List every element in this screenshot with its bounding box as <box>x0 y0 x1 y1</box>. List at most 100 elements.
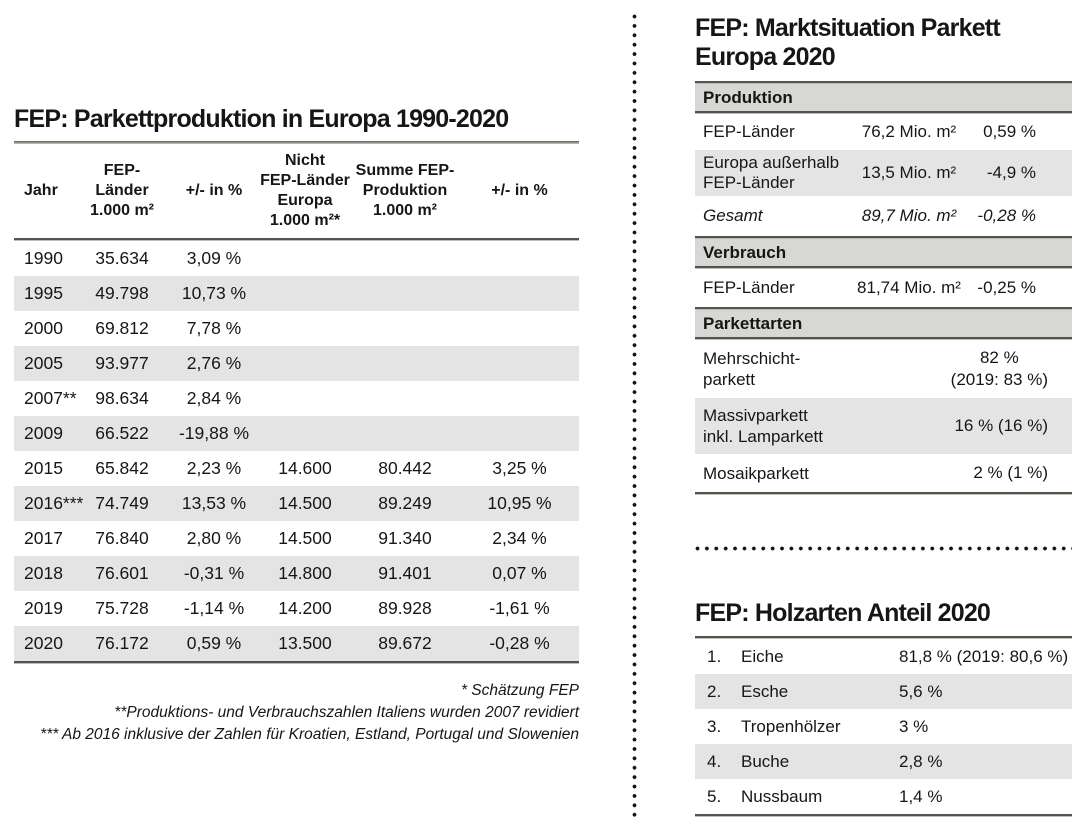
table-row-1995: 1995 49.798 10,73 % <box>14 276 579 311</box>
divider-rule <box>695 492 1072 495</box>
row-value: 13,5 Mio. m² <box>861 163 957 182</box>
cell-change1: 2,23 % <box>186 458 242 478</box>
cell-change2: -0,28 % <box>489 633 550 653</box>
table-row-2000: 2000 69.812 7,78 % <box>14 311 579 346</box>
row-rank: 1. <box>707 646 722 666</box>
row-label: Mosaikparkett <box>703 463 809 483</box>
wood-row-buche: 4. Buche 2,8 % <box>695 744 1072 779</box>
cell-year: 2009 <box>24 423 63 443</box>
row-share: 3 % <box>899 716 929 736</box>
column-header-fep-laender: FEP- Länder 1.000 m² <box>89 162 155 219</box>
row-value: 2 % (1 %) <box>973 463 1048 482</box>
cell-change2: 2,34 % <box>492 528 547 548</box>
cell-year: 2000 <box>24 318 63 338</box>
row-value: 89,7 Mio. m² <box>861 206 957 225</box>
row-label: FEP-Länder <box>703 278 795 297</box>
row-name: Esche <box>741 681 789 701</box>
divider-rule <box>695 266 1072 269</box>
table-row-2016: 2016*** 74.749 13,53 % 14.500 89.249 10,… <box>14 486 579 521</box>
cell-sum: 91.401 <box>378 563 432 583</box>
cell-fep: 49.798 <box>95 283 149 303</box>
vertical-dotted-divider <box>632 14 637 818</box>
production-table-title: FEP: Parkettproduktion in Europa 1990-20… <box>14 105 509 133</box>
cell-year: 1990 <box>24 248 63 268</box>
cell-sum: 80.442 <box>378 458 432 478</box>
row-value: 16 % (16 %) <box>954 416 1048 435</box>
footnote-1: * Schätzung FEP <box>460 682 579 699</box>
row-rank: 3. <box>707 716 722 736</box>
table-row-2009: 2009 66.522 -19,88 % <box>14 416 579 451</box>
cell-change1: 10,73 % <box>181 283 247 303</box>
cell-fep: 35.634 <box>95 248 149 268</box>
market-row-mosaikparkett: Mosaikparkett 2 % (1 %) <box>695 454 1072 492</box>
cell-year: 2015 <box>24 458 63 478</box>
section-header-parkettarten: Parkettarten <box>695 310 1072 337</box>
row-share: 1,4 % <box>899 786 943 806</box>
footnotes: * Schätzung FEP **Produktions- und Verbr… <box>14 680 579 746</box>
row-share: 5,6 % <box>899 681 943 701</box>
divider-rule <box>695 636 1072 639</box>
market-row-mehrschichtparkett: Mehrschicht- parkett 82 % (2019: 83 %) <box>695 340 1072 398</box>
cell-year: 2020 <box>24 633 63 653</box>
cell-fep: 74.749 <box>95 493 149 513</box>
cell-year: 2007** <box>24 388 77 408</box>
cell-change1: 13,53 % <box>181 493 247 513</box>
column-header-change-1: +/- in % <box>185 182 243 199</box>
row-label: Gesamt <box>703 206 763 225</box>
divider-rule <box>695 111 1072 114</box>
table-row-1990: 1990 35.634 3,09 % <box>14 241 579 276</box>
row-rank: 4. <box>707 751 722 771</box>
row-label: Europa außerhalb FEP-Länder <box>703 153 840 192</box>
cell-change1: -1,14 % <box>183 598 245 618</box>
wood-row-eiche: 1. Eiche 81,8 % (2019: 80,6 %) <box>695 639 1072 674</box>
cell-year: 2018 <box>24 563 63 583</box>
cell-nonfep: 13.500 <box>278 633 332 653</box>
cell-fep: 69.812 <box>95 318 149 338</box>
production-table-body: 1990 35.634 3,09 % 1995 49.798 10,73 % 2… <box>14 241 579 661</box>
market-row-europa-ausserhalb: Europa außerhalb FEP-Länder 13,5 Mio. m²… <box>695 150 1072 196</box>
wood-row-tropenhoelzer: 3. Tropenhölzer 3 % <box>695 709 1072 744</box>
cell-nonfep: 14.600 <box>278 458 332 478</box>
cell-sum: 91.340 <box>378 528 432 548</box>
wood-row-esche: 2. Esche 5,6 % <box>695 674 1072 709</box>
table-row-2015: 2015 65.842 2,23 % 14.600 80.442 3,25 % <box>14 451 579 486</box>
divider-rule <box>14 141 579 144</box>
cell-change2: 3,25 % <box>492 458 547 478</box>
row-value: 76,2 Mio. m² <box>861 122 957 141</box>
wood-table-title: FEP: Holzarten Anteil 2020 <box>695 599 991 627</box>
divider-rule <box>695 307 1072 310</box>
section-header-produktion: Produktion <box>695 84 1072 111</box>
table-row-2005: 2005 93.977 2,76 % <box>14 346 579 381</box>
cell-year: 2017 <box>24 528 63 548</box>
row-name: Nussbaum <box>741 786 823 806</box>
cell-fep: 65.842 <box>95 458 149 478</box>
market-row-massivparkett: Massivparkett inkl. Lamparkett 16 % (16 … <box>695 398 1072 454</box>
cell-sum: 89.249 <box>378 493 432 513</box>
table-row-2017: 2017 76.840 2,80 % 14.500 91.340 2,34 % <box>14 521 579 556</box>
divider-rule <box>14 661 579 664</box>
section-header-verbrauch: Verbrauch <box>695 239 1072 266</box>
row-value: 82 % (2019: 83 %) <box>950 348 1048 389</box>
cell-fep: 75.728 <box>95 598 149 618</box>
production-table-section: FEP: Parkettproduktion in Europa 1990-20… <box>14 0 579 746</box>
table-row-2020: 2020 76.172 0,59 % 13.500 89.672 -0,28 % <box>14 626 579 661</box>
cell-change2: 10,95 % <box>487 493 552 513</box>
cell-year: 2005 <box>24 353 63 373</box>
cell-change2: -1,61 % <box>489 598 550 618</box>
table-row-2018: 2018 76.601 -0,31 % 14.800 91.401 0,07 % <box>14 556 579 591</box>
cell-fep: 76.840 <box>95 528 149 548</box>
cell-change1: 0,59 % <box>186 633 242 653</box>
cell-year: 2019 <box>24 598 63 618</box>
footnote-3: *** Ab 2016 inklusive der Zahlen für Kro… <box>40 726 579 743</box>
row-label: Mehrschicht- parkett <box>703 349 801 389</box>
cell-fep: 76.601 <box>95 563 149 583</box>
cell-change1: -0,31 % <box>183 563 245 583</box>
table-row-2019: 2019 75.728 -1,14 % 14.200 89.928 -1,61 … <box>14 591 579 626</box>
cell-fep: 98.634 <box>95 388 149 408</box>
market-table-title: FEP: Marktsituation Parkett Europa 2020 <box>695 14 1001 71</box>
row-percent: -0,28 % <box>977 206 1036 225</box>
production-table-header-row: Jahr FEP- Länder 1.000 m² +/- in % Nicht… <box>14 144 579 238</box>
cell-fep: 66.522 <box>95 423 149 443</box>
cell-change1: 2,80 % <box>186 528 242 548</box>
cell-change1: 2,84 % <box>186 388 242 408</box>
